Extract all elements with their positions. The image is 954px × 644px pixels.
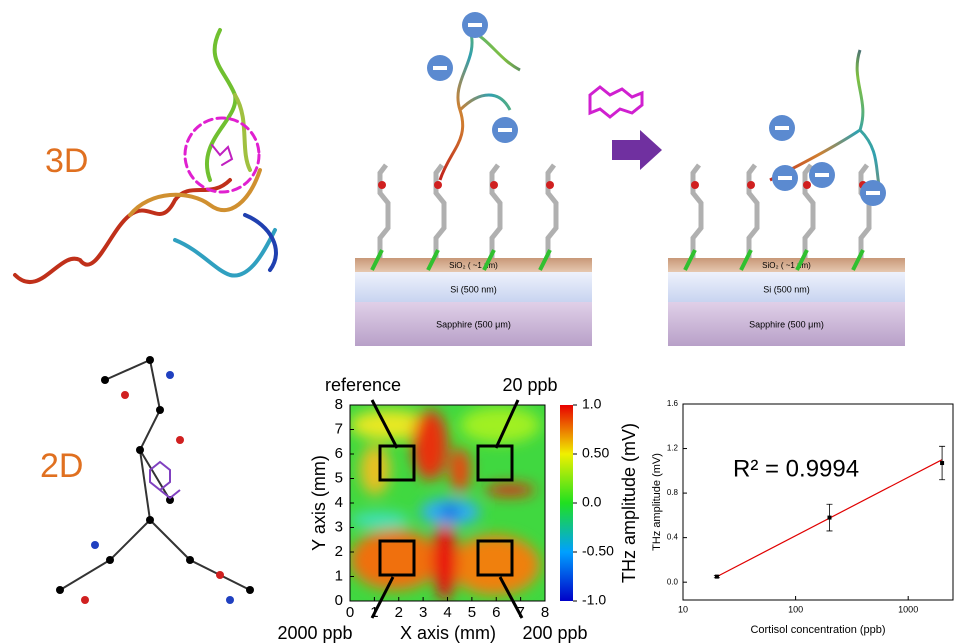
y-tick-label: 2 xyxy=(335,543,343,560)
y-tick-label: 0.8 xyxy=(667,488,679,497)
x-tick-label: 2 xyxy=(395,604,403,621)
oxygen xyxy=(691,181,699,189)
annotation: 200 ppb xyxy=(522,623,587,643)
chart-frame xyxy=(683,404,953,600)
minus-sign xyxy=(778,176,792,180)
ligand-interaction-diagram xyxy=(56,356,254,604)
y-tick-label: 0.0 xyxy=(667,577,679,586)
silane-molecule xyxy=(548,165,556,258)
layer-label: SiO₂ ( ~1 nm) xyxy=(449,261,498,270)
colorbar-tick-label: 1.0 xyxy=(582,396,602,412)
oxygen xyxy=(747,181,755,189)
silane-molecule xyxy=(380,165,388,258)
x-axis-label: Cortisol concentration (ppb) xyxy=(750,624,885,636)
x-tick-label: 100 xyxy=(788,604,803,614)
y-tick-label: 6 xyxy=(335,445,343,462)
x-tick-label: 10 xyxy=(678,604,688,614)
silane-molecule xyxy=(492,165,500,258)
y-tick-label: 5 xyxy=(335,469,343,486)
x-tick-label: 1000 xyxy=(898,604,918,614)
silane-molecule xyxy=(749,165,757,258)
minus-sign xyxy=(775,126,789,130)
y-tick-label: 0 xyxy=(335,592,343,609)
layer-label: Sapphire (500 μm) xyxy=(749,319,824,329)
annotation: 20 ppb xyxy=(502,375,557,395)
y-tick-label: 0.4 xyxy=(667,533,679,542)
layer-label: Si (500 nm) xyxy=(450,284,497,294)
x-axis-label: X axis (mm) xyxy=(400,623,496,643)
y-tick-label: 1.2 xyxy=(667,444,679,453)
annotation: R² = 0.9994 xyxy=(733,455,859,482)
y-tick-label: 7 xyxy=(335,420,343,437)
minus-sign xyxy=(433,66,447,70)
annotation: 2000 ppb xyxy=(277,623,352,643)
oxygen xyxy=(378,181,386,189)
x-tick-label: 4 xyxy=(443,604,451,621)
minus-sign xyxy=(866,191,880,195)
oxygen xyxy=(803,181,811,189)
oxygen xyxy=(490,181,498,189)
minus-sign xyxy=(468,23,482,27)
colorbar-label: THz amplitude (mV) xyxy=(619,423,639,583)
colorbar-tick-label: 0.50 xyxy=(582,445,609,461)
y-tick-label: 3 xyxy=(335,518,343,535)
reaction-arrow xyxy=(612,130,662,170)
colorbar-tick-label: 0.0 xyxy=(582,494,602,510)
layer-label: SiO₂ ( ~1 nm) xyxy=(762,261,811,270)
layer-label: Sapphire (500 μm) xyxy=(436,319,511,329)
colorbar xyxy=(560,405,573,601)
x-tick-label: 1 xyxy=(370,604,378,621)
annotation: reference xyxy=(325,375,401,395)
data-point xyxy=(715,575,719,579)
y-tick-label: 1 xyxy=(335,567,343,584)
x-tick-label: 5 xyxy=(468,604,476,621)
x-tick-label: 6 xyxy=(492,604,500,621)
data-point xyxy=(827,516,831,520)
x-tick-label: 8 xyxy=(541,604,549,621)
aptamer-strand xyxy=(440,30,520,180)
y-tick-label: 4 xyxy=(335,494,343,511)
figure: 3D 2D SiO₂ ( ~1 nm) Si (500 nm) Sapphire (… xyxy=(0,0,954,644)
colorbar-tick-label: -0.50 xyxy=(582,543,614,559)
cortisol-molecule xyxy=(590,87,642,117)
oxygen xyxy=(434,181,442,189)
oxygen xyxy=(546,181,554,189)
substrates: SiO₂ ( ~1 nm) Si (500 nm) Sapphire (500 μm… xyxy=(355,12,905,346)
y-tick-label: 8 xyxy=(335,396,343,413)
colorbar-tick-label: -1.0 xyxy=(582,592,606,608)
layer-label: Si (500 nm) xyxy=(763,284,810,294)
x-tick-label: 0 xyxy=(346,604,354,621)
minus-sign xyxy=(498,128,512,132)
silane-molecule xyxy=(861,165,869,258)
y-axis-label: Y axis (mm) xyxy=(309,455,329,551)
label-2d: 2D xyxy=(40,447,83,485)
label-3d: 3D xyxy=(45,142,88,180)
y-tick-label: 1.6 xyxy=(667,399,679,408)
minus-sign xyxy=(815,173,829,177)
x-tick-label: 3 xyxy=(419,604,427,621)
silane-molecule xyxy=(693,165,701,258)
data-point xyxy=(940,461,944,465)
y-axis-label: THz amplitude (mV) xyxy=(651,453,663,551)
x-tick-label: 7 xyxy=(516,604,524,621)
